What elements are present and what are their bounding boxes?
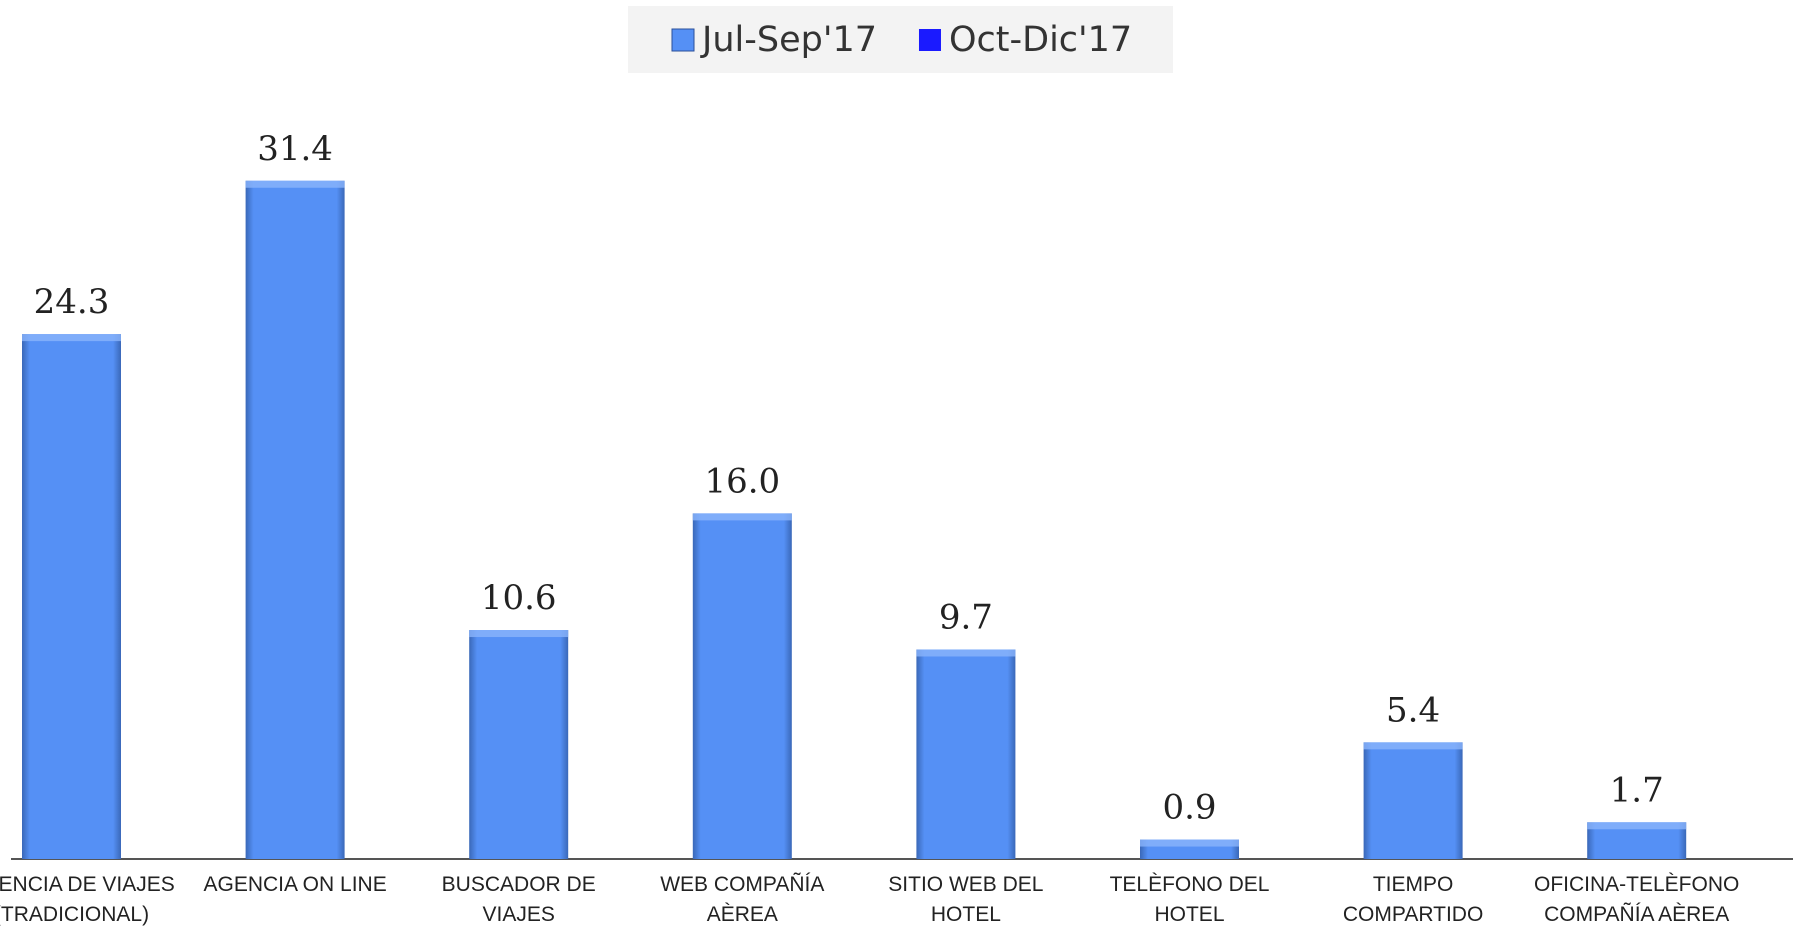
x-tick-label: AGENCIA DE VIAJES (TRADICIONAL) <box>0 873 175 926</box>
bar-top <box>22 334 121 342</box>
x-tick-label: OFICINA-TELÈFONO COMPAÑÍA AÈREA <box>1534 873 1740 926</box>
data-label: 31.4 <box>257 129 333 169</box>
bar <box>245 180 345 859</box>
data-label: 5.4 <box>1386 690 1440 730</box>
x-tick-label: TIEMPO COMPARTIDO <box>1342 873 1484 926</box>
bar-top <box>916 649 1016 657</box>
data-label: 9.7 <box>939 597 993 637</box>
legend-label: Jul-Sep'17 <box>700 20 877 60</box>
bar-top <box>245 180 345 188</box>
legend-box <box>628 6 1173 73</box>
x-tick-label: BUSCADOR DE VIAJES <box>441 873 596 926</box>
bar-top <box>1363 742 1463 750</box>
bar-top <box>469 630 569 638</box>
data-label: 10.6 <box>481 578 557 618</box>
data-label: 16.0 <box>704 461 780 501</box>
bar-top <box>1587 822 1687 830</box>
bar <box>469 630 569 859</box>
x-tick-label: WEB COMPAÑÍA AÈREA <box>660 873 825 926</box>
data-label: 24.3 <box>34 282 110 322</box>
bar-top <box>692 513 792 521</box>
data-label: 0.9 <box>1162 788 1216 828</box>
legend-label: Oct-Dic'17 <box>949 20 1132 60</box>
bar-top <box>1140 839 1239 847</box>
legend-swatch <box>918 29 941 51</box>
data-label: 1.7 <box>1610 770 1664 810</box>
legend-swatch <box>671 28 695 52</box>
bar <box>692 513 792 859</box>
x-tick-label: TELÈFONO DEL HOTEL <box>1109 873 1270 926</box>
x-tick-label: AGENCIA ON LINE <box>203 873 387 896</box>
bar <box>1363 742 1463 859</box>
x-tick-label: SITIO WEB DEL HOTEL <box>888 873 1044 926</box>
bar <box>916 649 1016 859</box>
bar <box>22 334 121 859</box>
